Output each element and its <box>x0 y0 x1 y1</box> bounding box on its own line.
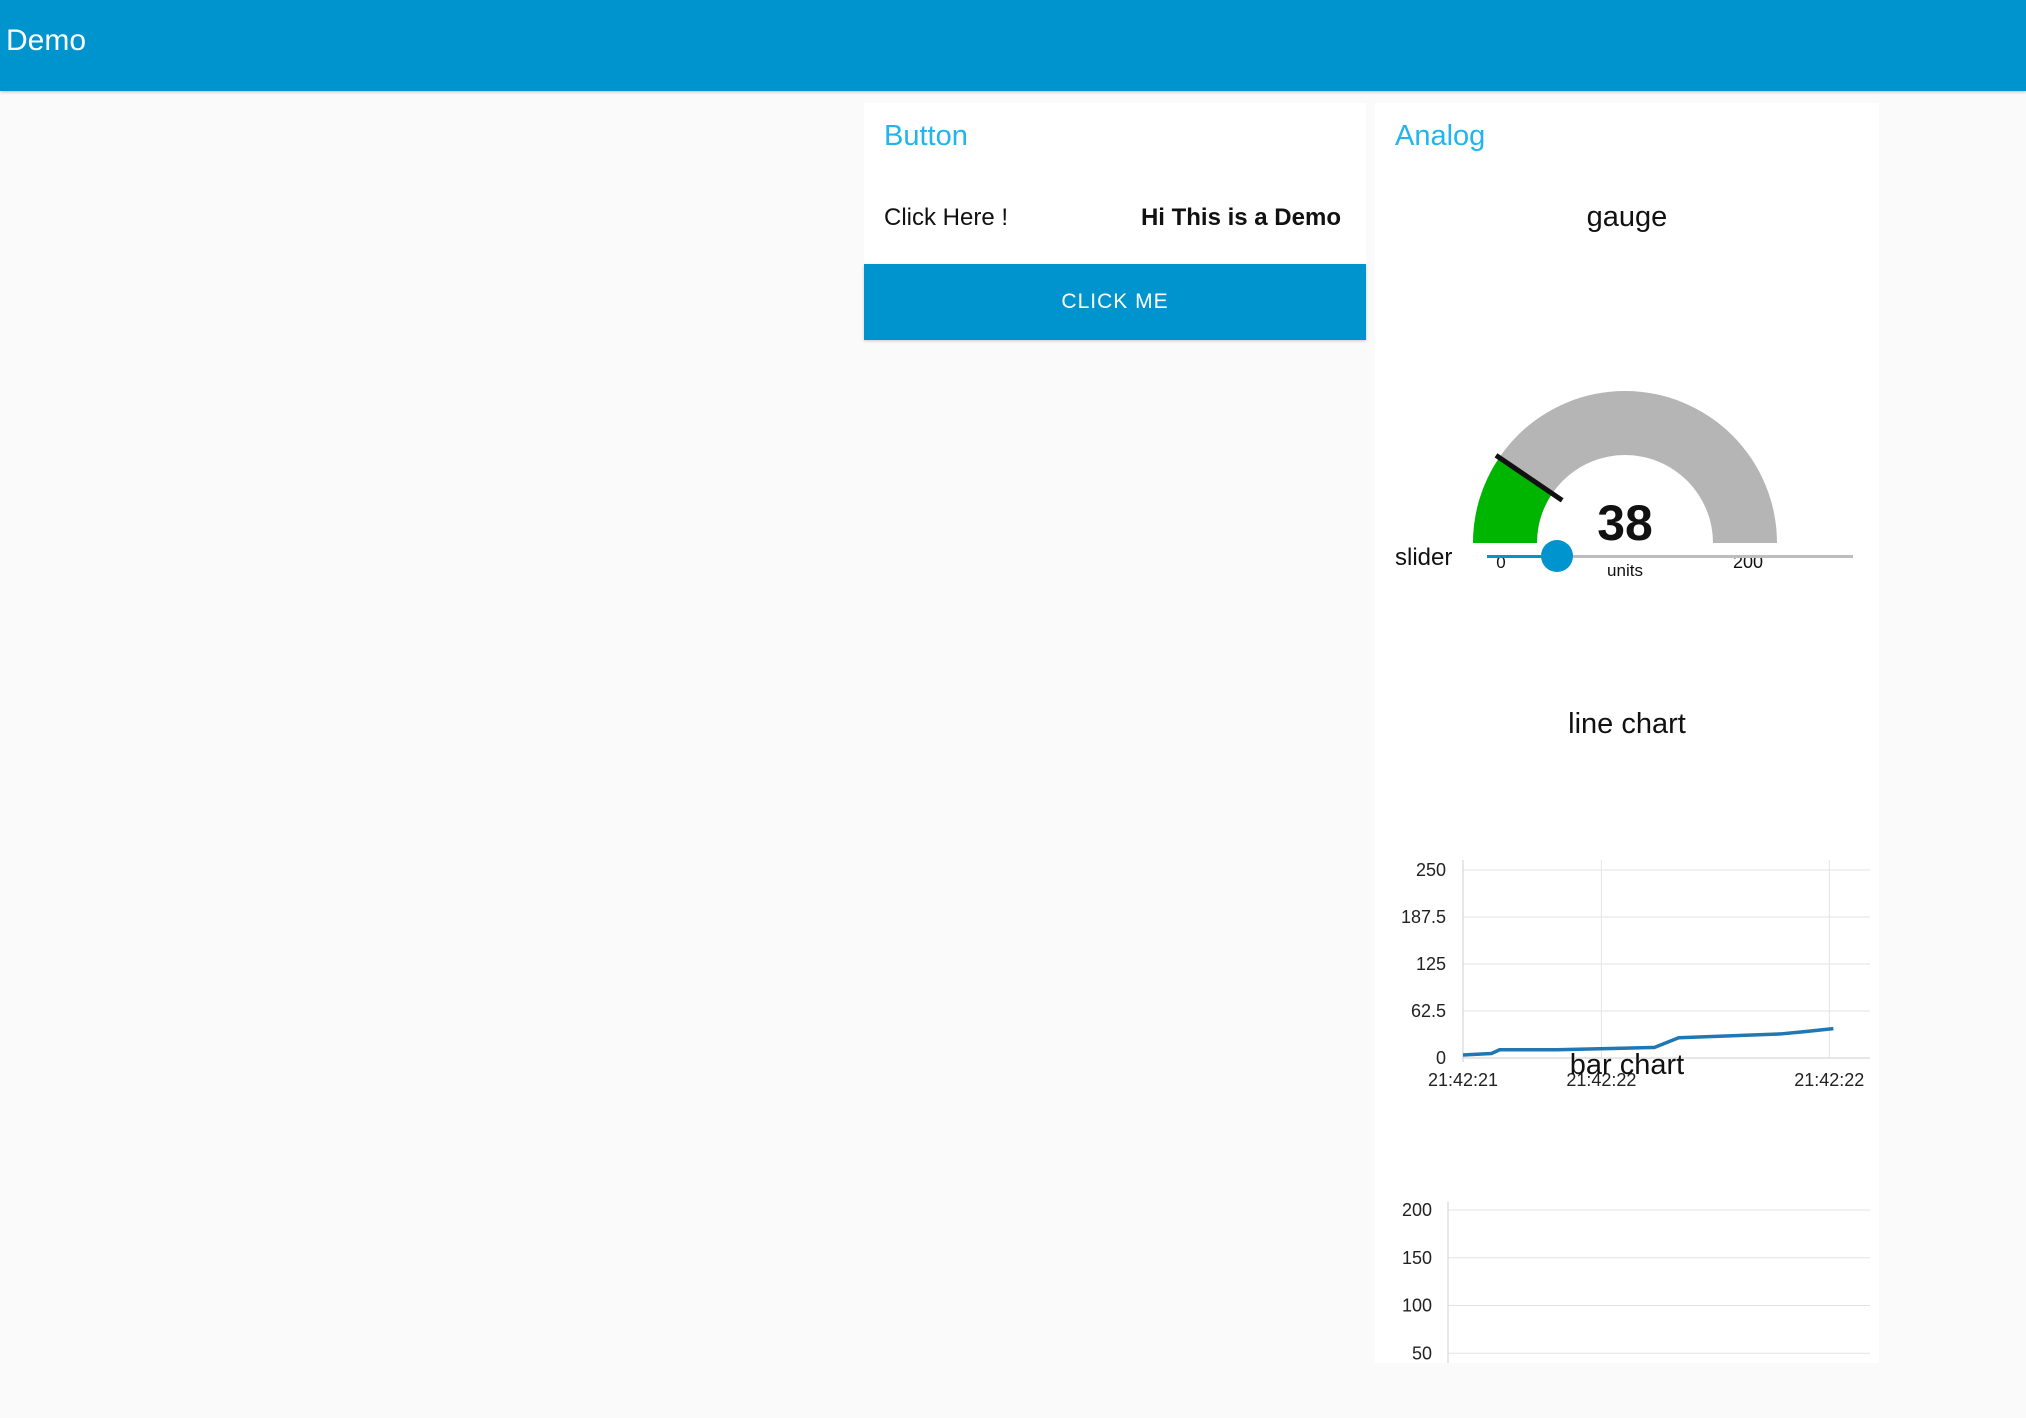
bar-chart-y-tick: 100 <box>1402 1296 1432 1316</box>
bar-chart-y-tick: 50 <box>1412 1343 1432 1363</box>
line-chart-y-tick: 187.5 <box>1401 907 1446 927</box>
slider-label: slider <box>1395 544 1453 571</box>
analog-group-card: Analog gauge 38 units 0 200 slider line … <box>1375 103 1879 1363</box>
gauge-title: gauge <box>1586 201 1668 233</box>
line-chart-y-tick: 250 <box>1416 860 1446 880</box>
top-toolbar: Demo <box>0 0 2026 91</box>
line-chart-title: line chart <box>1568 708 1686 740</box>
slider-fill <box>1487 555 1557 558</box>
line-chart-x-tick: 21:42:22 <box>1794 1070 1864 1090</box>
analog-group-title: Analog <box>1395 120 1486 152</box>
gauge: 38 units 0 200 <box>1473 391 1777 580</box>
gauge-needle <box>1494 453 1564 503</box>
button-group-title: Button <box>884 120 968 152</box>
bar-chart-title: bar chart <box>1569 1049 1685 1081</box>
gauge-track <box>1473 391 1777 543</box>
bar-chart-y-tick: 200 <box>1402 1200 1432 1220</box>
app-title: Demo <box>6 24 87 57</box>
bar-chart: 050100150200 <box>1402 1200 1870 1363</box>
click-me-button[interactable]: CLICK ME <box>864 264 1366 340</box>
gauge-min-label: 0 <box>1496 553 1505 572</box>
line-chart-y-tick: 125 <box>1416 954 1446 974</box>
text-widget-value: Hi This is a Demo <box>1140 204 1341 231</box>
line-chart-y-tick: 62.5 <box>1411 1001 1446 1021</box>
text-widget-label: Click Here ! <box>884 204 1009 231</box>
line-chart-series <box>1462 1026 1834 1057</box>
line-chart: 0 62.5 125 187.5 250 21:42:21 21:42:22 21:42:22 <box>1401 860 1870 1090</box>
gauge-units: units <box>1607 561 1643 580</box>
slider-track[interactable] <box>1487 540 1853 572</box>
line-chart-x-tick: 21:42:21 <box>1428 1070 1498 1090</box>
line-chart-x-tick: 21:42:22 <box>1566 1070 1636 1090</box>
line-chart-y-tick: 0 <box>1436 1048 1446 1068</box>
gauge-fill <box>1473 457 1553 543</box>
bar-chart-y-tick: 150 <box>1402 1248 1432 1268</box>
button-group-card: Button Click Here ! Hi This is a Demo CL… <box>864 103 1366 340</box>
slider-thumb[interactable] <box>1540 540 1573 572</box>
gauge-value: 38 <box>1597 495 1653 551</box>
